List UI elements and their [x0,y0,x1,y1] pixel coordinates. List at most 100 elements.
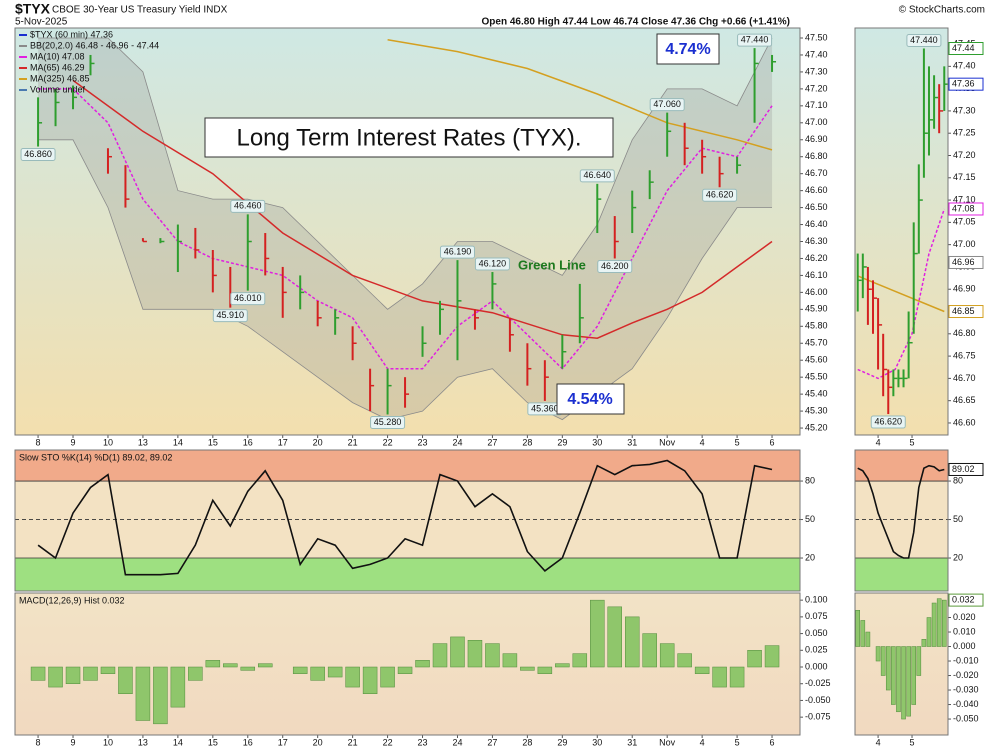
histogram-bar [941,599,947,647]
x-tick-label: 28 [522,737,532,747]
plot-area [15,450,800,591]
axis-tag [948,255,984,269]
price-label: 47.440 [741,35,769,45]
y-tick-label: -0.050 [805,695,831,705]
price-label-box [870,415,906,429]
y-tick-label: -0.050 [953,713,979,723]
x-tick-label: 14 [173,437,183,447]
price-label: 46.200 [601,261,629,271]
histogram-bar [624,616,640,668]
histogram-bar [677,653,692,668]
histogram-bar [205,660,221,668]
y-tick-label: 47.25 [953,128,976,138]
price-label: 46.620 [874,416,902,426]
bb-lower [38,139,772,421]
x-tick-label: 4 [876,437,881,447]
histogram-bar [747,650,762,668]
moving-average [72,79,773,339]
x-tick-label: 28 [522,437,532,447]
axis-tag [948,42,984,56]
histogram-bar [327,666,343,678]
x-tick-label: 16 [243,437,253,447]
y-tick-label: 0.075 [805,611,828,621]
plot-area [855,598,947,720]
histogram-bar [694,666,710,674]
x-tick-label: 5 [735,737,740,747]
high-pct: 4.74% [665,41,710,58]
histogram-bar [362,666,378,695]
y-tick-label: 46.90 [805,134,828,144]
moving-average [38,88,773,370]
x-tick-label: 29 [557,437,567,447]
y-tick-label: -0.025 [805,678,831,688]
x-tick-label: 23 [418,437,428,447]
y-tick-label: 0.050 [805,628,828,638]
x-tick-label: 15 [208,437,218,447]
y-tick-label: -0.010 [953,655,979,665]
y-tick-label: 0.025 [805,645,828,655]
histogram-bar [223,663,238,668]
axis-tag-label: 47.36 [952,79,975,89]
price-label-box [230,292,266,306]
price-label: 46.460 [234,201,262,211]
price-label-box [702,188,738,202]
oversold-zone [855,558,948,591]
x-tick-label: 10 [103,437,113,447]
histogram-bar [764,645,780,668]
y-tick-label: 46.80 [805,151,828,161]
price-label-box [230,199,266,213]
axis-tag-label: 46.85 [952,306,975,316]
panel-title: Slow STO %K(14) %D(1) 89.02, 89.02 [19,452,172,462]
price-label-box [474,257,510,271]
histogram-bar [865,631,871,647]
x-tick-label: 24 [452,737,462,747]
histogram-bar [502,653,518,668]
y-tick-label: 46.20 [805,253,828,263]
y-tick-label: 46.75 [953,350,976,360]
histogram-bar [901,646,906,720]
overbought-zone [15,450,800,482]
headline: Long Term Interest Rates (TYX). [236,124,581,151]
x-tick-label: 30 [592,437,602,447]
y-tick-label: 45.50 [805,372,828,382]
axis-tag [948,305,984,319]
price-label: 46.010 [234,293,262,303]
histogram-bar [153,666,168,725]
x-tick-label: 17 [278,737,288,747]
x-tick-label: 4 [876,737,881,747]
axis-tag [948,462,984,476]
histogram-bar [906,646,911,717]
plot-area [30,599,780,725]
x-tick-label: 5 [910,737,915,747]
x-tick-label: 5 [910,437,915,447]
panel-border [854,449,949,592]
panel-border [854,592,949,736]
histogram-bar [880,646,886,676]
x-tick-label: Nov [659,737,676,747]
x-tick-label: 21 [348,737,358,747]
panel-border [14,27,801,436]
x-tick-label: 31 [627,737,637,747]
x-tick-label: 4 [700,737,705,747]
legend-entry: Volume undef [30,84,86,94]
axis-tag-label: 46.96 [952,257,975,267]
axis-tag-label: 0.032 [952,594,975,604]
histogram-bar [135,666,151,721]
price-label: 46.120 [479,258,507,268]
y-tick-label: 50 [805,514,815,524]
histogram-bar [65,666,81,684]
y-tick-label: 46.70 [953,373,976,383]
histogram-bar [380,666,395,688]
histogram-bar [188,666,203,681]
x-tick-label: 6 [770,737,775,747]
histogram-bar [520,666,535,671]
panel-background [15,28,800,435]
panel-title: MACD(12,26,9) Hist 0.032 [19,595,125,605]
x-tick-label: 15 [208,737,218,747]
headline-box [204,117,614,158]
plot-area [856,48,948,415]
y-tick-label: 45.20 [805,422,828,432]
y-tick-label: 45.80 [805,321,828,331]
y-tick-label: 46.30 [805,236,828,246]
